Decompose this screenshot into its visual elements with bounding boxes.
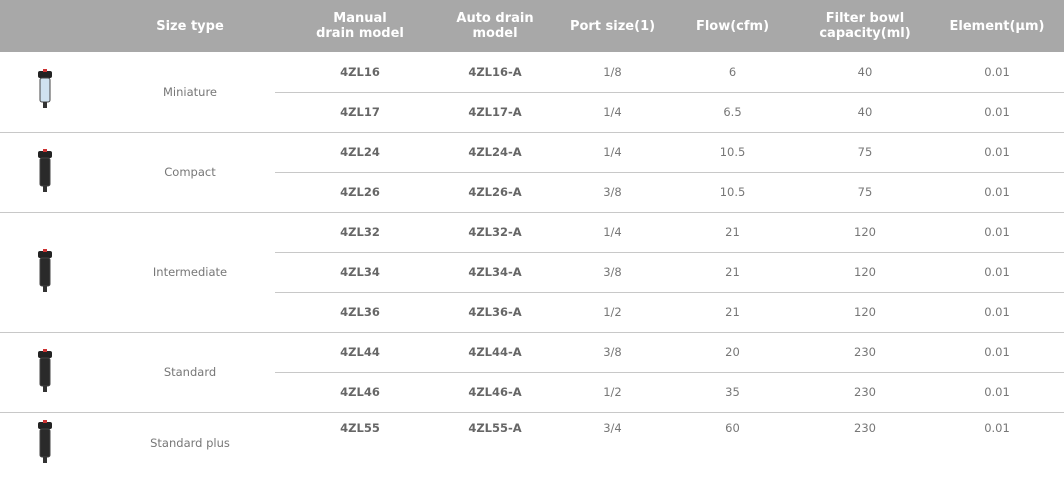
table-cell: 1/2 bbox=[560, 292, 665, 332]
spec-table: Size typeManual drain modelAuto drain mo… bbox=[0, 0, 1064, 477]
size-type: Miniature bbox=[90, 52, 290, 132]
table-cell: 4ZL55-A bbox=[430, 412, 560, 444]
table-cell: 3/8 bbox=[560, 332, 665, 372]
header-cell: Flow(cfm) bbox=[665, 0, 800, 52]
table-cell: 0.01 bbox=[930, 252, 1064, 292]
table-cell: 4ZL26-A bbox=[430, 172, 560, 212]
table-cell: 21 bbox=[665, 212, 800, 252]
table-cell: 10.5 bbox=[665, 132, 800, 172]
product-icon bbox=[35, 149, 55, 195]
table-cell: 4ZL34 bbox=[290, 252, 430, 292]
header-cell: Element(μm) bbox=[930, 0, 1064, 52]
table-cell: 120 bbox=[800, 212, 930, 252]
header-cell: Manual drain model bbox=[290, 0, 430, 52]
header-cell: Auto drain model bbox=[430, 0, 560, 52]
table-cell: 20 bbox=[665, 332, 800, 372]
table-cell: 0.01 bbox=[930, 172, 1064, 212]
table-cell: 35 bbox=[665, 372, 800, 412]
table-cell: 230 bbox=[800, 372, 930, 412]
table-cell: 120 bbox=[800, 252, 930, 292]
table-cell: 3/4 bbox=[560, 412, 665, 444]
table-cell: 1/4 bbox=[560, 92, 665, 132]
table-cell: 4ZL34-A bbox=[430, 252, 560, 292]
table-cell: 0.01 bbox=[930, 332, 1064, 372]
table-cell: 75 bbox=[800, 132, 930, 172]
table-cell: 10.5 bbox=[665, 172, 800, 212]
table-cell: 0.01 bbox=[930, 372, 1064, 412]
table-cell: 4ZL16-A bbox=[430, 52, 560, 92]
table-cell: 4ZL44 bbox=[290, 332, 430, 372]
product-icon bbox=[35, 249, 55, 295]
table-cell: 0.01 bbox=[930, 292, 1064, 332]
table-cell: 3/8 bbox=[560, 172, 665, 212]
table-cell: 4ZL16 bbox=[290, 52, 430, 92]
table-cell: 4ZL17 bbox=[290, 92, 430, 132]
table-cell: 230 bbox=[800, 332, 930, 372]
table-cell: 0.01 bbox=[930, 212, 1064, 252]
table-cell: 4ZL46 bbox=[290, 372, 430, 412]
table-cell: 21 bbox=[665, 252, 800, 292]
table-cell: 4ZL44-A bbox=[430, 332, 560, 372]
header-cell: Port size(1) bbox=[560, 0, 665, 52]
table-cell: 40 bbox=[800, 52, 930, 92]
table-cell: 4ZL32-A bbox=[430, 212, 560, 252]
table-cell: 4ZL17-A bbox=[430, 92, 560, 132]
size-type: Intermediate bbox=[90, 212, 290, 332]
table-cell: 4ZL24 bbox=[290, 132, 430, 172]
header-cell: Size type bbox=[90, 0, 290, 52]
size-type: Compact bbox=[90, 132, 290, 212]
table-cell: 4ZL26 bbox=[290, 172, 430, 212]
table-cell: 1/2 bbox=[560, 372, 665, 412]
table-cell: 60 bbox=[665, 412, 800, 444]
table-cell: 4ZL36 bbox=[290, 292, 430, 332]
table-cell: 4ZL55 bbox=[290, 412, 430, 444]
table-cell: 230 bbox=[800, 412, 930, 444]
table-cell: 21 bbox=[665, 292, 800, 332]
size-type: Standard bbox=[90, 332, 290, 412]
table-cell: 0.01 bbox=[930, 92, 1064, 132]
table-cell: 1/8 bbox=[560, 52, 665, 92]
table-cell: 4ZL36-A bbox=[430, 292, 560, 332]
table-cell: 3/8 bbox=[560, 252, 665, 292]
table-cell: 0.01 bbox=[930, 52, 1064, 92]
table-cell: 4ZL24-A bbox=[430, 132, 560, 172]
header-cell: Filter bowl capacity(ml) bbox=[800, 0, 930, 52]
product-icon bbox=[35, 349, 55, 395]
product-icon bbox=[35, 69, 55, 115]
table-cell: 4ZL46-A bbox=[430, 372, 560, 412]
table-cell: 6.5 bbox=[665, 92, 800, 132]
table-cell: 40 bbox=[800, 92, 930, 132]
table-cell: 120 bbox=[800, 292, 930, 332]
table-cell: 4ZL32 bbox=[290, 212, 430, 252]
product-icon bbox=[35, 420, 55, 466]
size-type: Standard plus bbox=[90, 412, 290, 474]
table-cell: 0.01 bbox=[930, 412, 1064, 444]
table-cell: 6 bbox=[665, 52, 800, 92]
table-cell: 1/4 bbox=[560, 212, 665, 252]
table-cell: 75 bbox=[800, 172, 930, 212]
table-cell: 0.01 bbox=[930, 132, 1064, 172]
table-cell: 1/4 bbox=[560, 132, 665, 172]
